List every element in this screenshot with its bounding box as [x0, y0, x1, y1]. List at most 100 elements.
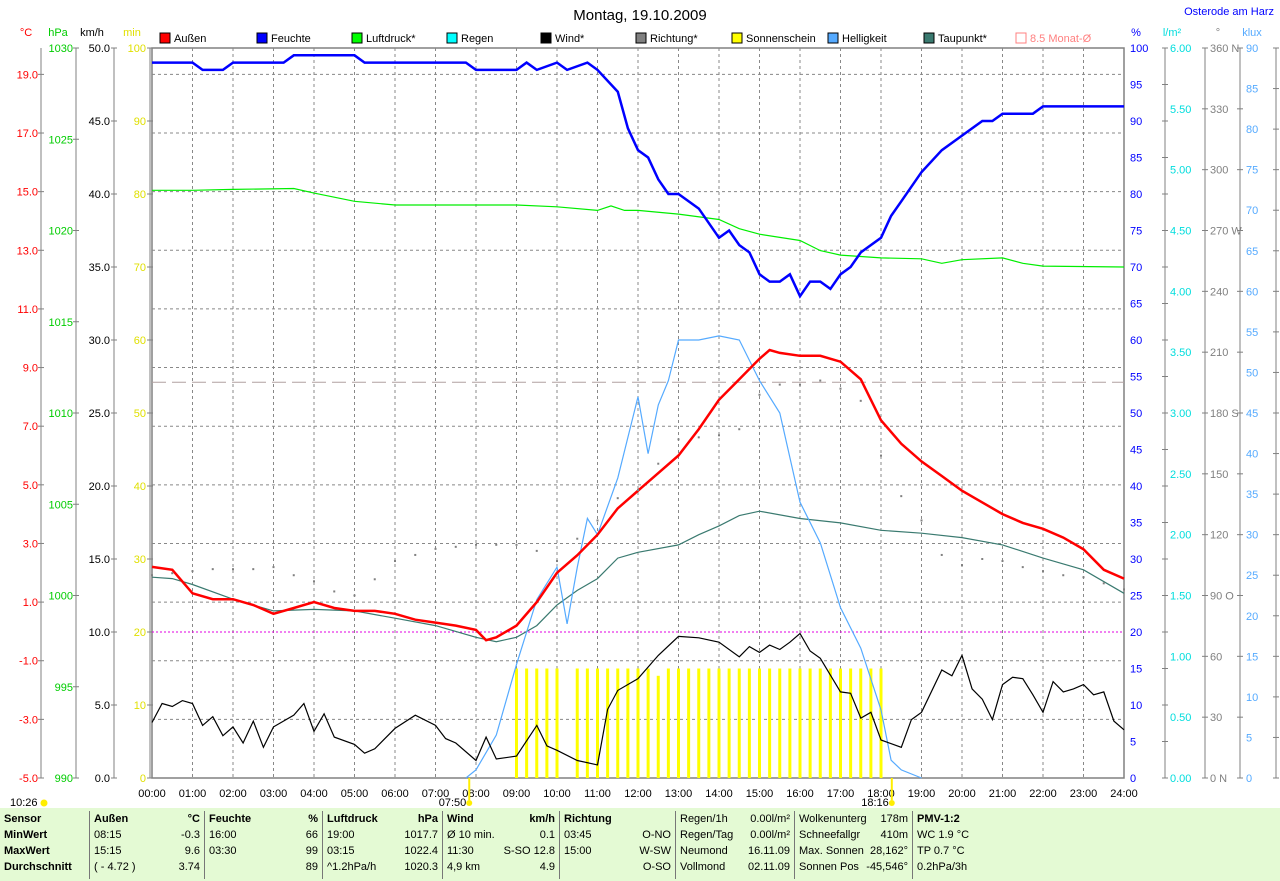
stats-cell: S-SO 12.8 — [503, 845, 555, 857]
light-tick-label: 85 — [1246, 84, 1258, 96]
stats-cell: -0.3 — [181, 829, 200, 841]
stats-cell: 1017.7 — [404, 829, 438, 841]
rain-axis-unit: l/m² — [1163, 27, 1182, 39]
temp-tick-label: 9.0 — [23, 363, 38, 375]
stats-cell: 410m — [880, 829, 908, 841]
stats-column: Regen/1h 0.00l/m² Regen/Tag 0.00l/m² Neumond… — [676, 811, 795, 879]
axes: °C -5.0 -3.0 -1.0 1.0 3.0 5.0 7.0 9.0 11.0 13.0 15.… — [17, 27, 1279, 800]
sunshine-bar — [859, 668, 863, 778]
direction-point — [414, 553, 417, 556]
direction-tick-label: 30 — [1210, 712, 1222, 724]
light-tick-label: 15 — [1246, 651, 1258, 663]
rain-tick-label: 1.50 — [1170, 591, 1191, 603]
stats-cell: W-SW — [639, 845, 671, 857]
direction-point — [778, 383, 781, 386]
stats-row: 19:00 1017.7 — [327, 827, 438, 843]
direction-point — [475, 543, 477, 546]
direction-point — [454, 545, 457, 548]
sunshine-bar — [535, 668, 539, 778]
pressure-tick-label: 1030 — [49, 43, 73, 55]
direction-tick-label: 60 — [1210, 651, 1222, 663]
x-tick-label: 20:00 — [948, 788, 976, 800]
sunshine-bar — [606, 668, 610, 778]
stats-cell: 11:30 — [447, 845, 474, 857]
sunshine-bar — [839, 668, 842, 778]
direction-point — [961, 564, 963, 567]
direction-point — [1102, 582, 1105, 585]
light-tick-label: 55 — [1246, 327, 1258, 339]
direction-tick-label: 240 — [1210, 286, 1228, 298]
x-tick-label: 17:00 — [827, 788, 855, 800]
sunshine-bar — [788, 668, 792, 778]
wind-tick-label: 45.0 — [89, 116, 110, 128]
stats-row: 03:30 99 — [209, 843, 318, 859]
direction-point — [333, 590, 336, 593]
legend-swatch — [827, 32, 839, 44]
sun-tick-label: 20 — [134, 627, 146, 639]
legend-swatch — [540, 32, 552, 44]
humidity-tick-label: 35 — [1130, 518, 1142, 530]
sunshine-bar — [525, 668, 529, 778]
direction-point — [900, 495, 903, 498]
direction-point — [657, 462, 660, 465]
stats-cell: 02.11.09 — [747, 861, 790, 873]
humidity-tick-label: 65 — [1130, 299, 1142, 311]
stats-cell: Max. Sonnen — [799, 845, 864, 857]
stats-cell: 16.11.09 — [747, 845, 790, 857]
direction-point — [535, 549, 538, 552]
stats-column: Außen °C 08:15 -0.3 15:15 9.6 ( - 4.72 ) 3.74 — [90, 811, 205, 879]
sunshine-bar — [616, 668, 620, 778]
stats-row: Vollmond 02.11.09 — [680, 859, 790, 875]
stats-row: 15:15 9.6 — [94, 843, 200, 859]
direction-point — [394, 560, 396, 563]
series-luftdruck-line — [152, 187, 1125, 268]
stats-row: WC 1.9 °C — [917, 827, 1276, 843]
direction-point — [1123, 588, 1125, 591]
temp-tick-label: -5.0 — [19, 773, 38, 785]
temp-axis-unit: °C — [20, 27, 32, 39]
sunshine-bar — [747, 668, 751, 778]
stats-row: 11:30 S-SO 12.8 — [447, 843, 555, 859]
sun-tick-label: 90 — [134, 116, 146, 128]
wind-tick-label: 10.0 — [89, 627, 110, 639]
humidity-tick-label: 20 — [1130, 627, 1142, 639]
sunshine-bar — [798, 668, 802, 778]
x-tick-label: 14:00 — [705, 788, 733, 800]
direction-point — [171, 572, 174, 575]
stats-row: Außen °C — [94, 811, 200, 827]
wind-tick-label: 15.0 — [89, 554, 110, 566]
stats-column: PMV-1:2 WC 1.9 °C TP 0.7 °C 0.2hPa/3h — [913, 811, 1280, 879]
direction-point — [1062, 574, 1065, 577]
humidity-tick-label: 40 — [1130, 481, 1142, 493]
legend-label: Helligkeit — [842, 33, 887, 45]
series-feuchte-line — [152, 54, 1124, 299]
stats-cell: 15:00 — [564, 845, 592, 857]
stats-cell: Richtung — [564, 813, 612, 825]
stats-cell: 1022.4 — [404, 845, 438, 857]
stats-column: Sensor MinWert MaxWert Durchschnitt — [0, 811, 90, 879]
direction-tick-label: 360 N — [1210, 43, 1239, 55]
sun-tick-label: 0 — [140, 773, 146, 785]
rain-tick-label: 5.50 — [1170, 104, 1191, 116]
stats-row: MinWert — [4, 827, 85, 843]
direction-point — [272, 566, 275, 569]
x-tick-label: 08:00 — [462, 788, 490, 800]
wind-tick-label: 0.0 — [95, 773, 110, 785]
sunshine-bar — [677, 668, 680, 778]
sun-tick-label: 10 — [134, 700, 146, 712]
humidity-tick-label: 5 — [1130, 737, 1136, 749]
sunshine-bar — [727, 668, 731, 778]
x-tick-label: 22:00 — [1029, 788, 1057, 800]
wind-axis-unit: km/h — [80, 27, 104, 39]
stats-row: Wolkenunterg 178m — [799, 811, 908, 827]
direction-point — [981, 558, 984, 560]
pressure-tick-label: 995 — [55, 682, 73, 694]
direction-point — [819, 379, 822, 382]
direction-tick-label: 120 — [1210, 530, 1228, 542]
rain-tick-label: 2.00 — [1170, 530, 1191, 542]
sunrise-sun-icon — [466, 800, 473, 806]
sunshine-bar — [717, 668, 721, 778]
series-taupunkt-line — [151, 510, 1125, 643]
humidity-tick-label: 90 — [1130, 116, 1142, 128]
marker-left-time: 10:26 — [10, 797, 38, 808]
